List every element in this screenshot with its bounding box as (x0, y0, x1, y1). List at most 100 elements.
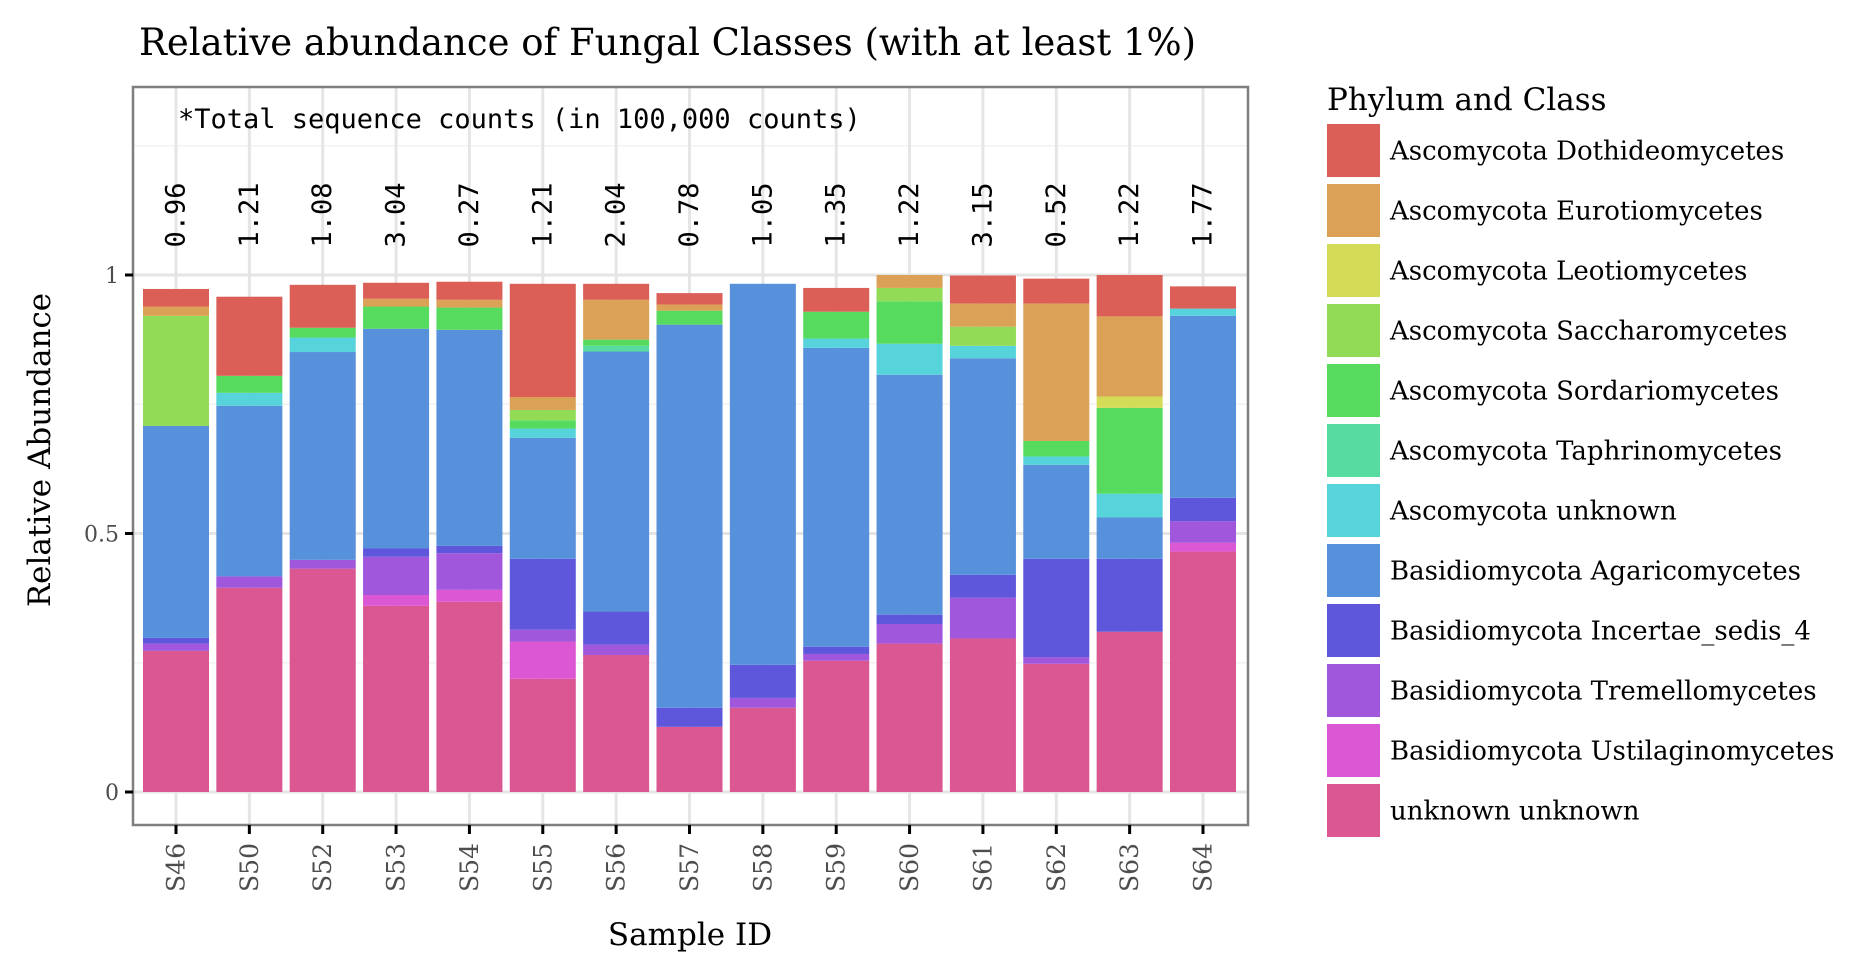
bar-segment: S63 — Ascomycota Leotiomycetes: 0.022 (1096, 396, 1163, 408)
legend-label: Basidiomycota Tremellomycetes (1390, 677, 1817, 707)
count-label: 1.21 (527, 182, 558, 247)
bar-segment: S63 — Ascomycota Eurotiomycetes: 0.155 (1096, 316, 1163, 397)
bar-segment: S55 — Ascomycota Dothideomycetes: 0.219 (509, 283, 576, 398)
bar-segment: S56 — Ascomycota Eurotiomycetes: 0.077 (583, 299, 650, 340)
bar-segment: S60 — Ascomycota Eurotiomycetes: 0.025 (876, 275, 943, 288)
bar-segment: S53 — Ascomycota Dothideomycetes: 0.031 (363, 282, 430, 299)
bar-segment: S54 — Ascomycota Eurotiomycetes: 0.015 (436, 299, 503, 308)
bar-S52: S52 — unknown unknown: 0.432S52 — Basidi… (289, 284, 356, 792)
count-label: 0.78 (674, 182, 705, 247)
bar-segment: S59 — Basidiomycota Incertae_sedis_4: 0.… (803, 646, 870, 654)
bar-segment: S55 — Ascomycota Sordariomycetes: 0.016 (509, 420, 576, 429)
count-label: 1.22 (894, 182, 925, 247)
bar-segment: S55 — Basidiomycota Ustilaginomycetes: 0… (509, 641, 576, 679)
legend-key (1327, 364, 1380, 417)
legend-key (1327, 724, 1380, 777)
bar-segment: S56 — Basidiomycota Tremellomycetes: 0.0… (583, 644, 650, 655)
count-label: 1.05 (747, 182, 778, 247)
count-label: 3.15 (967, 182, 998, 247)
x-tick-label: S53 (382, 843, 411, 892)
bar-segment: S62 — Ascomycota Dothideomycetes: 0.048 (1023, 278, 1090, 304)
bar-segment: S63 — unknown unknown: 0.31 (1096, 631, 1163, 792)
bar-segment: S53 — Basidiomycota Incertae_sedis_4: 0.… (363, 548, 430, 557)
legend-item: Ascomycota Saccharomycetes (1327, 304, 1787, 357)
legend-label: Ascomycota Leotiomycetes (1389, 257, 1747, 287)
bar-segment: S46 — Basidiomycota Agaricomycetes: 0.41 (142, 425, 210, 638)
count-label: 1.22 (1114, 182, 1145, 247)
count-label: 3.04 (381, 182, 412, 247)
x-tick-label: S50 (235, 843, 264, 892)
bar-segment: S54 — Ascomycota Dothideomycetes: 0.035 (436, 281, 503, 300)
bar-segment: S61 — Ascomycota Eurotiomycetes: 0.045 (949, 303, 1016, 327)
bar-segment: S46 — Basidiomycota Incertae_sedis_4: 0.… (142, 637, 210, 644)
annotation-total-counts: *Total sequence counts (in 100,000 count… (178, 104, 861, 135)
legend-key (1327, 244, 1380, 297)
bar-segment: S60 — Basidiomycota Incertae_sedis_4: 0.… (876, 614, 943, 624)
x-axis-title: Sample ID (608, 917, 772, 953)
bar-segment: S63 — Ascomycota unknown: 0.046 (1096, 493, 1163, 518)
bar-segment: S61 — unknown unknown: 0.297 (949, 638, 1016, 792)
legend-item: Ascomycota Taphrinomycetes (1327, 424, 1782, 477)
legend-item: Basidiomycota Tremellomycetes (1327, 664, 1817, 717)
count-label: 1.08 (307, 182, 338, 247)
bar-S58: S58 — unknown unknown: 0.163 S58 — Basidi… (729, 283, 796, 792)
bar-segment: S52 — Basidiomycota Agaricomycetes: 0.40… (289, 352, 356, 560)
bar-S59: S59 — unknown unknown: 0.254S59 — Basidi… (803, 287, 870, 792)
count-labels: 0.96 1.21 1.08 3.04 0.27 1.21 2.04 0.78 1.05 1.35… (161, 182, 1219, 247)
legend-label: Ascomycota Sordariomycetes (1389, 377, 1779, 407)
bar-segment: S54 — Basidiomycota Tremellomycetes: 0.0… (436, 553, 503, 590)
bar-segment: S59 — Ascomycota unknown: 0.018 (803, 338, 870, 348)
bar-segment: S54 — unknown unknown: 0.368 (436, 601, 503, 792)
bar-segment: S53 — Basidiomycota Tremellomycetes: 0.0… (363, 556, 430, 596)
bar-S57: S57 — unknown unknown: 0.126S57 — Basidi… (656, 293, 723, 792)
x-axis: S46 S50 S52 S53 S54 S55 S56 S57 S58 S59 S60 S61 S62 S… (162, 825, 1218, 892)
bar-segment: S64 — unknown unknown: 0.465 (1169, 551, 1237, 792)
bar-segment: S63 — Ascomycota Dothideomycetes: 0.08 (1096, 275, 1163, 317)
bar-segment: S61 — Basidiomycota Tremellomycetes: 0.0… (949, 597, 1016, 639)
x-tick-label: S62 (1042, 843, 1071, 892)
bar-segment: S59 — Ascomycota Dothideomycetes: 0.046 (803, 287, 870, 312)
bar-segment: S46 — Ascomycota Saccharomycetes: 0.213 (142, 315, 210, 426)
bar-segment: S58 — unknown unknown: 0.163 (729, 707, 796, 792)
bar-segment: S61 — Ascomycota Saccharomycetes: 0.037 (949, 326, 1016, 346)
bar-segment: S54 — Basidiomycota Ustilaginomycetes: 0… (436, 589, 503, 602)
bar-segment: S46 — Basidiomycota Tremellomycetes: 0.0… (142, 643, 210, 651)
bar-segment: S56 — Basidiomycota Incertae_sedis_4: 0.… (583, 611, 650, 645)
legend-item: Ascomycota Sordariomycetes (1327, 364, 1779, 417)
legend-label: Ascomycota Eurotiomycetes (1389, 197, 1763, 227)
bar-segment: S61 — Ascomycota unknown: 0.024 (949, 345, 1016, 359)
legend-key (1327, 484, 1380, 537)
x-tick-label: S64 (1189, 843, 1218, 892)
x-tick-label: S61 (968, 843, 997, 892)
bar-segment: S54 — Basidiomycota Agaricomycetes: 0.41… (436, 329, 503, 546)
bar-segment: S62 — Basidiomycota Incertae_sedis_4: 0.… (1023, 558, 1090, 658)
x-tick-label: S63 (1115, 843, 1144, 892)
count-label: 0.52 (1041, 182, 1072, 247)
chart-title: Relative abundance of Fungal Classes (wi… (139, 21, 1196, 64)
plot-panel: S46 — unknown unknown: 0.273S46 — Basidi… (131, 85, 1250, 827)
bar-segment: S46 — Ascomycota Eurotiomycetes: 0.018 (142, 306, 210, 316)
x-tick-label: S56 (602, 843, 631, 892)
legend: Phylum and Class Ascomycota Dothideomyce… (1327, 82, 1834, 837)
bar-segment: S59 — Basidiomycota Tremellomycetes: 0.0… (803, 653, 870, 661)
bar-segment: S60 — unknown unknown: 0.287 (876, 643, 943, 792)
x-tick-label: S59 (822, 843, 851, 892)
bar-segment: S46 — unknown unknown: 0.273 (142, 650, 210, 792)
bar-segment: S55 — unknown unknown: 0.219 (509, 678, 576, 792)
bar-segment: S63 — Ascomycota Sordariomycetes: 0.166 (1096, 407, 1163, 494)
x-tick-label: S52 (308, 843, 337, 892)
bar-segment: S60 — Basidiomycota Tremellomycetes: 0.0… (876, 623, 943, 644)
bar-segment: S58 — Basidiomycota Incertae_sedis_4: 0.… (729, 664, 796, 698)
bar-segment: S56 — unknown unknown: 0.265 (583, 654, 650, 792)
y-axis: 00.51 (84, 264, 133, 806)
bar-segment: S56 — Basidiomycota Agaricomycetes: 0.50… (583, 351, 650, 612)
bar-segment: S64 — Basidiomycota Ustilaginomycetes: 0… (1169, 542, 1237, 552)
bar-segment: S54 — Ascomycota Sordariomycetes: 0.043 (436, 307, 503, 330)
bar-segment: S62 — Ascomycota unknown: 0.016 (1023, 456, 1090, 465)
bar-segment: S60 — Ascomycota Sordariomycetes: 0.082 (876, 301, 943, 344)
legend-key (1327, 544, 1380, 597)
bar-S61: S61 — unknown unknown: 0.297S61 — Basidi… (949, 275, 1016, 792)
bar-segment: S54 — Basidiomycota Incertae_sedis_4: 0.… (436, 545, 503, 554)
bar-segment: S52 — Ascomycota Sordariomycetes: 0.019 (289, 327, 356, 338)
